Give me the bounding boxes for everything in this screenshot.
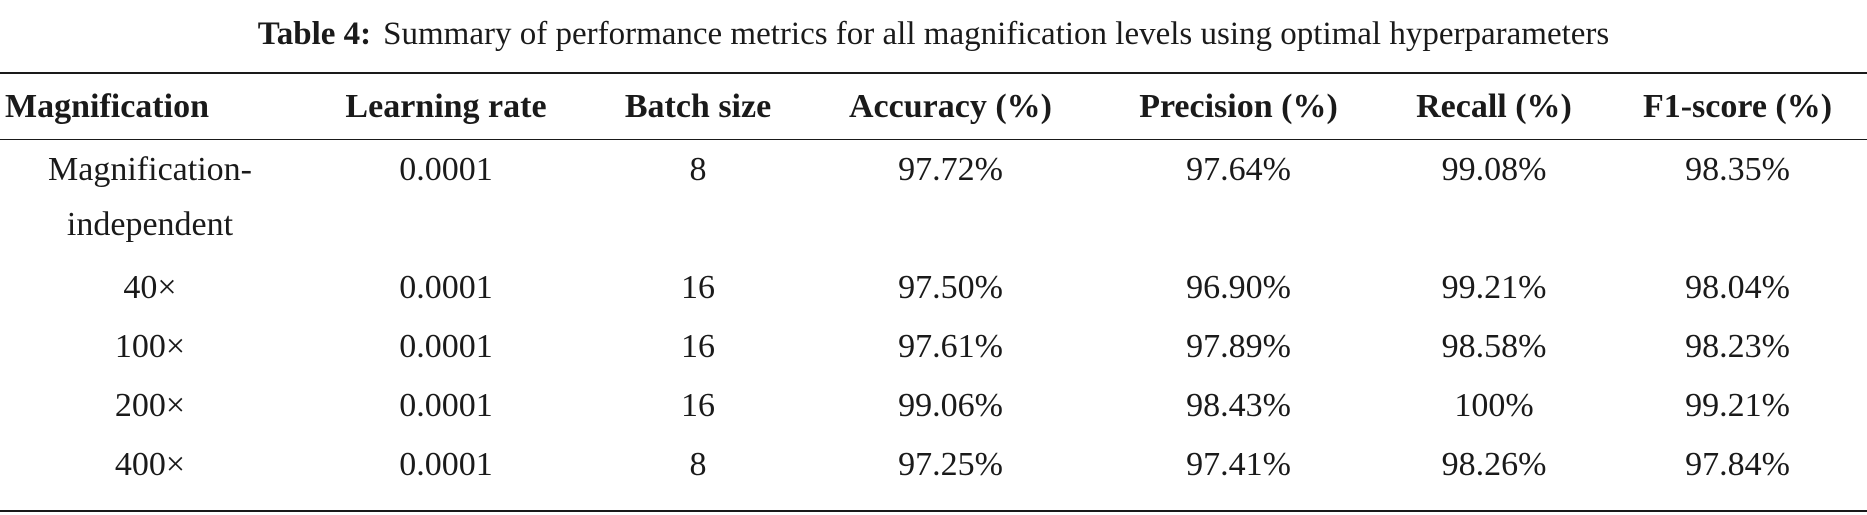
cell-precision: 98.43% <box>1186 386 1291 424</box>
cell-accuracy: 97.72% <box>898 151 1003 188</box>
cell-learning-rate: 0.0001 <box>399 445 493 483</box>
cell-f1-score: 99.21% <box>1685 386 1790 424</box>
row-label-line: independent <box>66 206 234 243</box>
cell-recall: 99.21% <box>1441 268 1547 306</box>
cell-accuracy: 97.25% <box>898 445 1003 483</box>
cell-batch-size: 16 <box>681 268 715 306</box>
row-magnification-label: 200× <box>114 386 186 424</box>
cell-precision: 97.41% <box>1186 445 1291 483</box>
cell-f1-score: 97.84% <box>1685 445 1790 483</box>
cell-batch-size: 8 <box>689 151 707 188</box>
cell-f1-score: 98.23% <box>1685 327 1790 365</box>
cell-accuracy: 97.50% <box>898 268 1003 306</box>
row-label-line: Magnification- <box>48 151 252 188</box>
table-header-row: Magnification Learning rate Batch size A… <box>0 74 1867 139</box>
header-recall: Recall (%) <box>1416 87 1572 125</box>
cell-recall: 98.26% <box>1441 445 1547 483</box>
cell-recall: 98.58% <box>1441 327 1547 365</box>
table-row: 200× 0.0001 16 99.06% 98.43% 100% 99.21% <box>0 376 1867 435</box>
cell-recall: 100% <box>1454 386 1534 424</box>
table-top-rule <box>0 72 1867 74</box>
cell-recall: 99.08% <box>1441 151 1547 188</box>
table-header-rule <box>0 139 1867 140</box>
table-caption: Table 4: Summary of performance metrics … <box>0 0 1867 68</box>
table-row: 40× 0.0001 16 97.50% 96.90% 99.21% 98.04… <box>0 258 1867 317</box>
row-magnification-label: 40× <box>123 268 177 306</box>
header-magnification: Magnification <box>5 87 209 125</box>
header-accuracy: Accuracy (%) <box>849 87 1052 125</box>
header-batch-size: Batch size <box>624 87 772 125</box>
cell-learning-rate: 0.0001 <box>399 268 493 306</box>
table-row: 100× 0.0001 16 97.61% 97.89% 98.58% 98.2… <box>0 317 1867 376</box>
row-magnification-label: 400× <box>114 445 186 483</box>
cell-batch-size: 16 <box>681 386 715 424</box>
cell-learning-rate: 0.0001 <box>399 327 493 365</box>
cell-f1-score: 98.04% <box>1685 268 1790 306</box>
cell-batch-size: 8 <box>689 445 707 483</box>
cell-precision: 97.64% <box>1186 151 1291 188</box>
cell-batch-size: 16 <box>681 327 715 365</box>
table-caption-text: Summary of performance metrics for all m… <box>383 15 1610 52</box>
cell-precision: 97.89% <box>1186 327 1291 365</box>
header-learning-rate: Learning rate <box>345 87 547 125</box>
cell-accuracy: 99.06% <box>898 386 1003 424</box>
header-precision: Precision (%) <box>1139 87 1338 125</box>
cell-precision: 96.90% <box>1186 268 1291 306</box>
cell-accuracy: 97.61% <box>898 327 1003 365</box>
table-row: 400× 0.0001 8 97.25% 97.41% 98.26% 97.84… <box>0 435 1867 494</box>
header-f1-score: F1-score (%) <box>1642 87 1833 125</box>
row-magnification-label: 100× <box>114 327 186 365</box>
table-row: Magnification- independent 0.0001 8 97.7… <box>0 142 1867 258</box>
cell-f1-score: 98.35% <box>1685 151 1790 188</box>
table-bottom-rule <box>0 510 1867 512</box>
metrics-table: Magnification Learning rate Batch size A… <box>0 74 1867 494</box>
table-caption-label: Table 4: <box>257 15 372 52</box>
row-magnification-label: Magnification- independent <box>0 142 300 252</box>
cell-learning-rate: 0.0001 <box>399 386 493 424</box>
cell-learning-rate: 0.0001 <box>399 151 493 188</box>
